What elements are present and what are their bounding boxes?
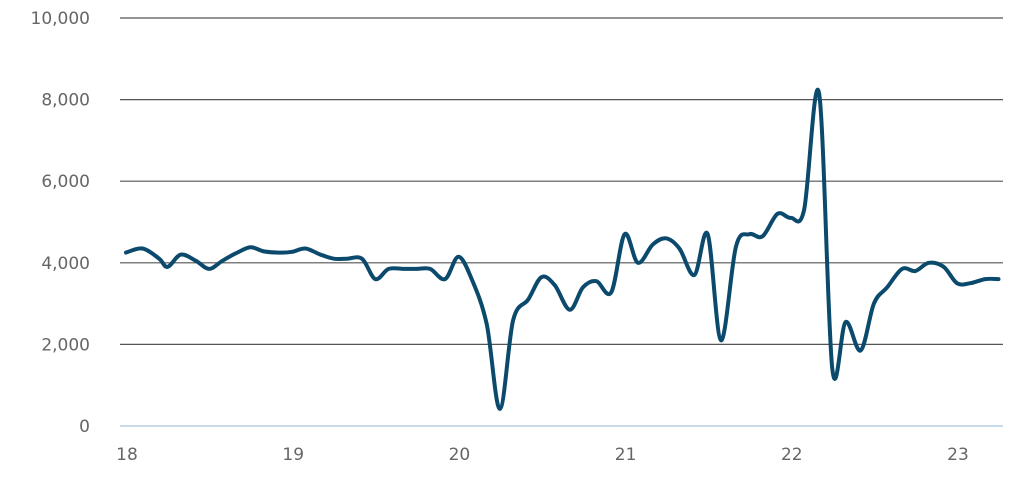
y-tick-label: 2,000: [41, 335, 90, 355]
x-tick-label: 21: [615, 445, 637, 465]
y-axis-tick-labels: 0 2,000 4,000 6,000 8,000 10,000: [31, 9, 90, 437]
x-axis-tick-labels: 18 19 20 21 22 23: [116, 445, 969, 465]
y-tick-label: 10,000: [31, 9, 90, 29]
y-tick-label: 4,000: [41, 254, 90, 274]
y-tick-label: 0: [79, 417, 90, 437]
x-tick-label: 23: [947, 445, 969, 465]
x-tick-label: 18: [116, 445, 138, 465]
y-tick-label: 8,000: [41, 91, 90, 111]
series-line: [124, 88, 1001, 411]
x-tick-label: 19: [282, 445, 304, 465]
x-tick-label: 20: [449, 445, 471, 465]
y-tick-label: 6,000: [41, 172, 90, 192]
x-tick-label: 22: [781, 445, 803, 465]
series-group: [124, 88, 1001, 411]
gridlines: [120, 17, 1003, 427]
